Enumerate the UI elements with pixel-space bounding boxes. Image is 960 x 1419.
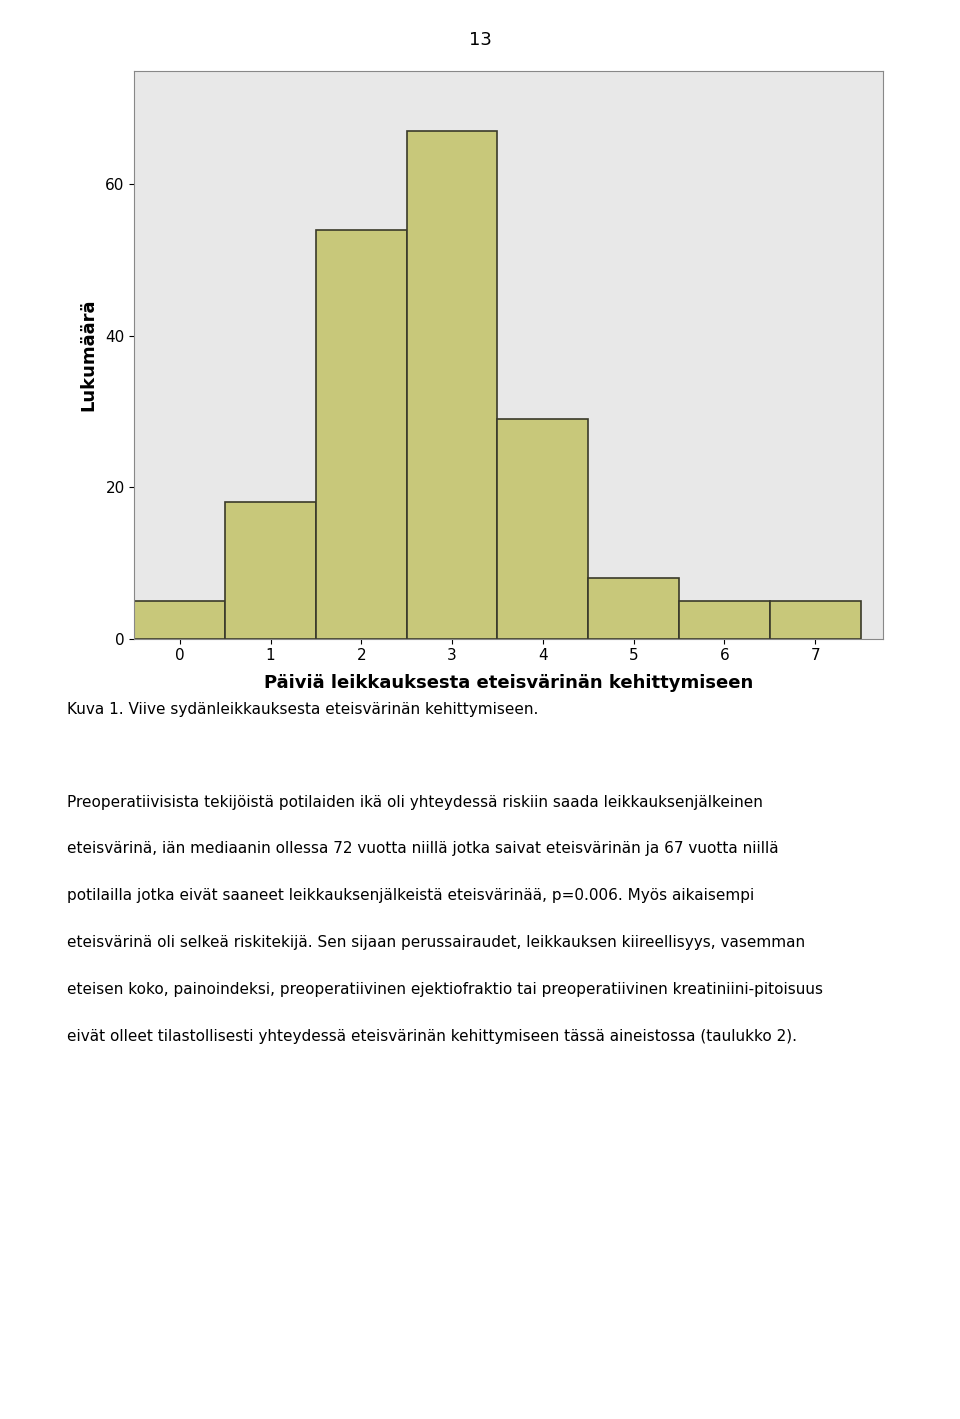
Text: eteisvärinä oli selkeä riskitekijä. Sen sijaan perussairaudet, leikkauksen kiire: eteisvärinä oli selkeä riskitekijä. Sen … xyxy=(67,935,805,951)
Text: Preoperatiivisista tekijöistä potilaiden ikä oli yhteydessä riskiin saada leikka: Preoperatiivisista tekijöistä potilaiden… xyxy=(67,795,763,810)
Y-axis label: Lukumäärä: Lukumäärä xyxy=(79,298,97,412)
Text: 13: 13 xyxy=(468,31,492,50)
Bar xyxy=(226,502,316,639)
X-axis label: Päiviä leikkauksesta eteisvärinän kehittymiseen: Päiviä leikkauksesta eteisvärinän kehitt… xyxy=(264,674,754,692)
Text: eteisen koko, painoindeksi, preoperatiivinen ejektiofraktio tai preoperatiivinen: eteisen koko, painoindeksi, preoperatiiv… xyxy=(67,982,824,998)
Text: eivät olleet tilastollisesti yhteydessä eteisvärinän kehittymiseen tässä aineist: eivät olleet tilastollisesti yhteydessä … xyxy=(67,1029,797,1044)
Bar xyxy=(134,600,226,639)
Bar xyxy=(497,419,588,639)
Bar xyxy=(316,230,407,639)
Bar xyxy=(679,600,770,639)
Bar xyxy=(407,132,497,639)
Text: eteisvärinä, iän mediaanin ollessa 72 vuotta niillä jotka saivat eteisvärinän ja: eteisvärinä, iän mediaanin ollessa 72 vu… xyxy=(67,841,779,857)
Bar xyxy=(588,578,679,639)
Bar xyxy=(770,600,860,639)
Text: Kuva 1. Viive sydänleikkauksesta eteisvärinän kehittymiseen.: Kuva 1. Viive sydänleikkauksesta eteisvä… xyxy=(67,702,539,718)
Text: potilailla jotka eivät saaneet leikkauksenjälkeistä eteisvärinää, p=0.006. Myös : potilailla jotka eivät saaneet leikkauks… xyxy=(67,888,755,904)
